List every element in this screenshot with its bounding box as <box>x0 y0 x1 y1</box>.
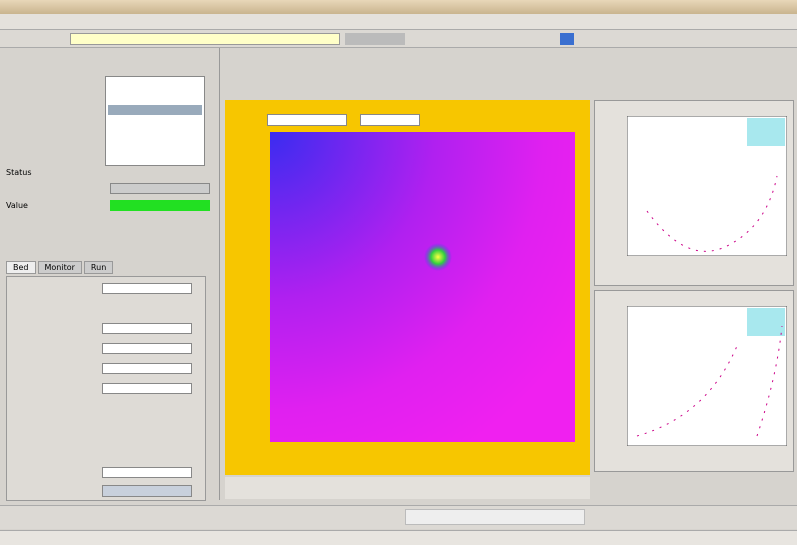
toolbar-icon[interactable] <box>560 33 574 45</box>
tab-panel <box>6 276 206 501</box>
input[interactable] <box>102 467 192 478</box>
input[interactable] <box>102 383 192 394</box>
left-panel: Status Value Bed Monitor Run <box>0 48 220 501</box>
heatmap <box>270 132 575 442</box>
button[interactable] <box>102 485 192 497</box>
input[interactable] <box>102 323 192 334</box>
status-field <box>110 183 210 194</box>
input[interactable] <box>102 363 192 374</box>
tab[interactable]: Run <box>83 261 114 274</box>
dropdown[interactable] <box>267 114 347 126</box>
side-plot <box>627 116 787 256</box>
status-heading: Status <box>6 168 32 177</box>
side-plot <box>627 306 787 446</box>
value-label: Value <box>6 201 28 210</box>
bottom-toolbar <box>0 505 797 529</box>
tab-bar: Bed Monitor Run <box>6 261 156 275</box>
dropdown[interactable] <box>360 114 420 126</box>
hotspot <box>424 243 452 271</box>
menu-bar <box>0 14 797 30</box>
progress <box>405 509 585 525</box>
tabs: Bed Monitor Run <box>6 261 114 274</box>
tab[interactable]: Bed <box>6 261 36 274</box>
toolbar <box>0 30 797 48</box>
list-box[interactable] <box>105 76 205 166</box>
image-plot <box>270 132 575 442</box>
input[interactable] <box>102 343 192 354</box>
side-plot-panel <box>594 100 794 286</box>
address-field[interactable] <box>70 33 340 45</box>
toolbar-button[interactable] <box>345 33 405 45</box>
tab[interactable]: Monitor <box>37 261 82 274</box>
side-plot-panel <box>594 290 794 472</box>
input[interactable] <box>102 283 192 294</box>
info-strip <box>225 477 590 499</box>
status-bar <box>0 530 797 545</box>
list-selection <box>108 105 202 115</box>
status-indicator <box>110 200 210 211</box>
title-bar <box>0 0 797 14</box>
